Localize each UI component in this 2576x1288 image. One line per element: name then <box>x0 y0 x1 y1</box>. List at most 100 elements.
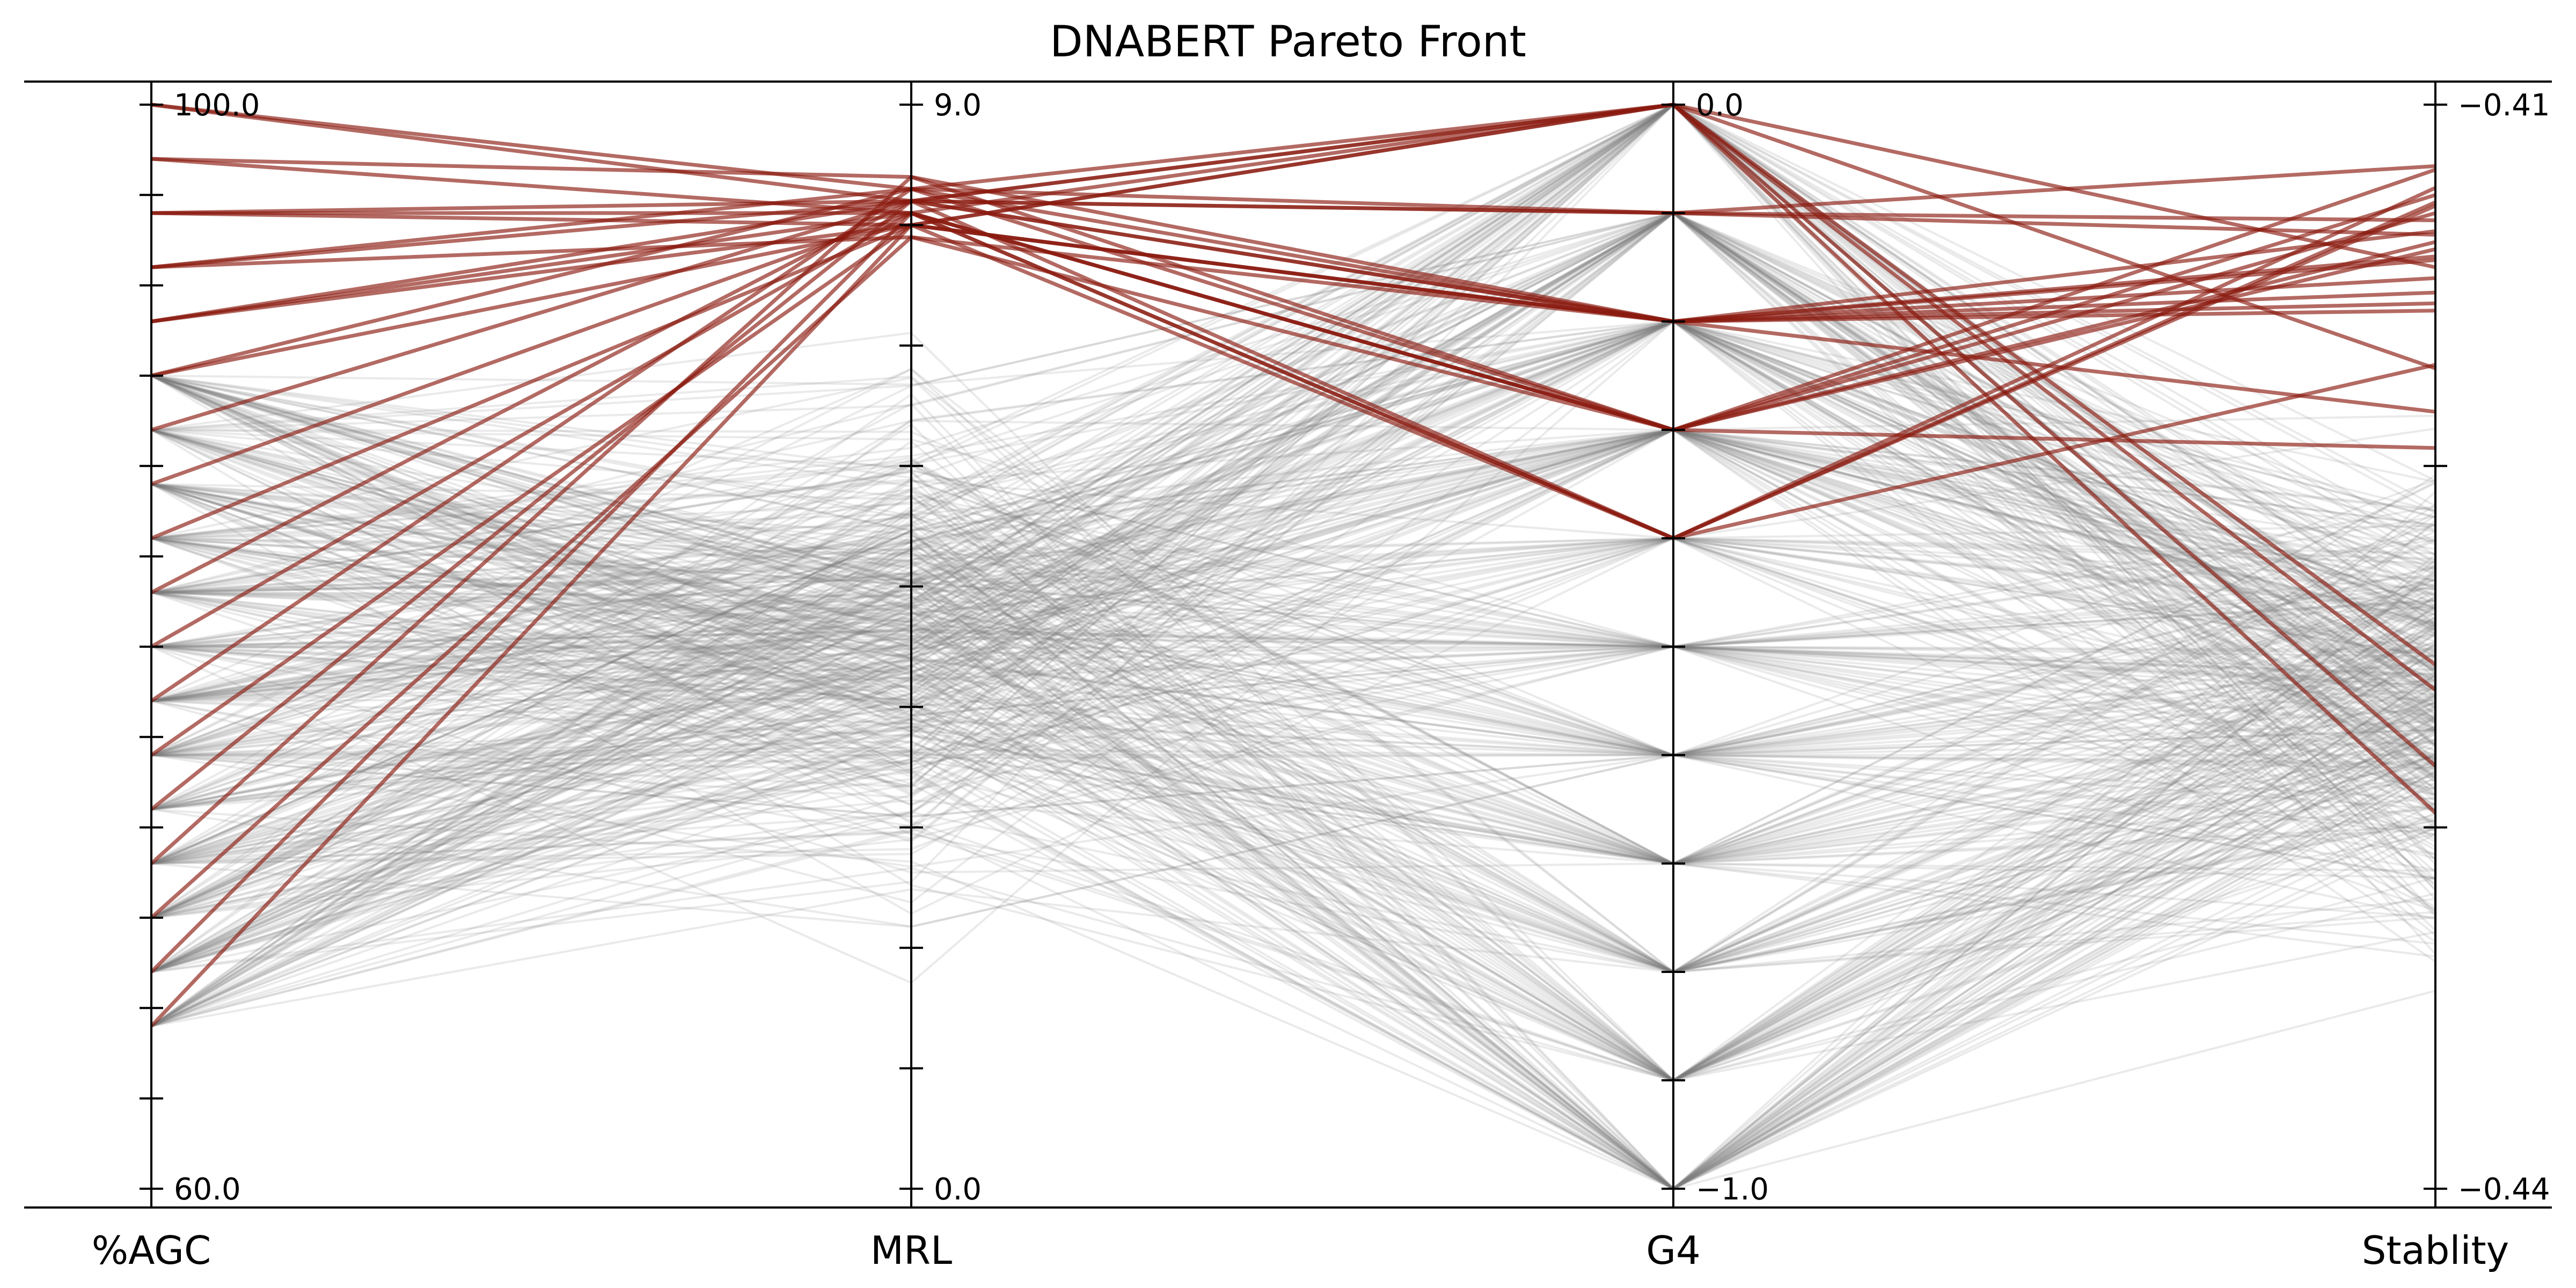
population-line <box>151 211 2436 756</box>
population-line <box>151 676 2436 865</box>
population-line <box>151 320 2436 778</box>
population-line <box>151 645 2436 840</box>
population-line <box>151 428 2436 730</box>
population-line <box>151 581 2436 919</box>
population-line <box>151 605 2436 973</box>
population-line <box>151 646 2436 974</box>
pareto-line <box>150 187 2436 702</box>
population-line <box>151 375 2436 1082</box>
population-line <box>151 591 2436 1082</box>
population-line <box>151 722 2436 1190</box>
population-line <box>151 428 2436 919</box>
population-line <box>151 211 2436 973</box>
population-line <box>151 320 2436 764</box>
population-line <box>151 428 2436 757</box>
population-line <box>151 375 2436 726</box>
pareto-lines <box>150 103 2437 1028</box>
population-line <box>151 464 2436 865</box>
population-line <box>150 545 2436 1082</box>
population-line <box>151 483 2436 1082</box>
population-line <box>151 211 2436 716</box>
population-line <box>151 320 2436 984</box>
population-line <box>151 645 2436 865</box>
population-line <box>151 591 2436 1082</box>
population-line <box>151 464 2436 865</box>
population-line <box>151 460 2436 865</box>
population-line <box>151 677 2436 1190</box>
population-line <box>151 483 2436 1190</box>
population-line <box>151 483 2436 614</box>
population-line <box>151 586 2436 1027</box>
pareto-line <box>150 103 2437 1028</box>
population-line <box>151 596 2436 973</box>
population-line <box>151 631 2436 865</box>
population-line <box>151 541 2436 1082</box>
population-line <box>151 211 2436 843</box>
pareto-line <box>151 103 2436 215</box>
population-line <box>150 509 2436 1027</box>
population-line <box>151 320 2436 826</box>
population-line <box>151 211 2436 865</box>
population-line <box>151 537 2436 974</box>
population-line <box>151 320 2436 936</box>
population-line <box>151 402 2436 1190</box>
population-line <box>151 668 2436 865</box>
population-line <box>151 483 2436 680</box>
population-line <box>151 570 2436 1190</box>
population-line <box>151 103 2436 865</box>
population-line <box>151 538 2436 1190</box>
population-line <box>151 753 2436 818</box>
population-line <box>151 429 2436 865</box>
population-line <box>151 428 2436 796</box>
population-line <box>151 572 2436 973</box>
population-line <box>151 211 2436 799</box>
axis-name-label: G4 <box>1646 1228 1701 1273</box>
population-line <box>151 606 2436 1082</box>
population-line <box>151 428 2436 865</box>
population-line <box>150 551 2436 1027</box>
population-line <box>151 611 2436 1082</box>
population-line <box>151 211 2436 865</box>
population-line <box>151 583 2436 865</box>
population-line <box>151 320 2436 691</box>
population-line <box>151 103 2436 860</box>
population-line <box>151 211 2436 919</box>
population-line <box>151 591 2436 708</box>
population-line <box>151 537 2436 865</box>
population-line <box>151 428 2436 796</box>
population-line <box>151 428 2436 909</box>
population-line <box>151 537 2436 865</box>
population-line <box>151 537 2436 974</box>
population-line <box>151 429 2436 1190</box>
population-line <box>151 320 2436 973</box>
population-line <box>151 103 2436 891</box>
population-line <box>151 211 2436 702</box>
population-line <box>151 544 2436 919</box>
population-line <box>151 375 2436 771</box>
population-line <box>150 211 2436 1027</box>
population-line <box>151 658 2436 818</box>
population-line <box>151 483 2436 974</box>
pareto-line <box>150 235 2436 919</box>
population-line <box>151 537 2436 1190</box>
population-line <box>151 103 2436 973</box>
population-line <box>151 320 2436 973</box>
population-line <box>151 739 2436 974</box>
axis-max-label: 0.0 <box>1696 88 1744 123</box>
population-line <box>151 428 2436 642</box>
population-line <box>151 718 2436 1082</box>
axis-min-label: 0.0 <box>934 1172 982 1207</box>
population-line <box>151 483 2436 1190</box>
population-line <box>151 211 2436 973</box>
population-line <box>151 537 2436 1082</box>
population-line <box>151 537 2436 919</box>
pareto-line <box>150 103 2437 811</box>
population-line <box>151 428 2436 626</box>
population-line <box>151 375 2436 1190</box>
population-line <box>151 429 2436 1190</box>
population-line <box>151 463 2436 865</box>
population-line <box>151 211 2436 810</box>
pareto-line <box>151 235 2436 450</box>
population-line <box>151 572 2436 676</box>
population-line <box>151 490 2436 880</box>
